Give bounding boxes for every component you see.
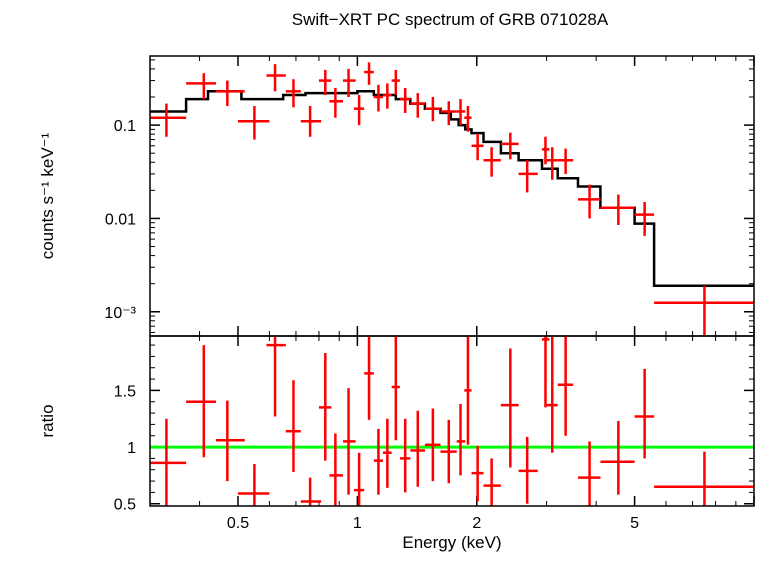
spectrum-y-tick-labels: 0.1 0.01 10⁻³ xyxy=(104,118,136,322)
ratio-point xyxy=(382,418,392,488)
ratio-point xyxy=(150,418,187,506)
ratio-point xyxy=(557,336,574,436)
spectrum-point xyxy=(186,73,216,100)
ratio-point xyxy=(634,368,655,459)
ratio-point xyxy=(318,353,332,461)
spectrum-point xyxy=(464,106,472,132)
ratio-x-tick-label: 5 xyxy=(630,515,639,532)
ratio-point xyxy=(364,336,374,420)
ratio-x-tick-label: 2 xyxy=(472,515,481,532)
ratio-point xyxy=(578,441,601,506)
ratio-point xyxy=(541,336,550,408)
ratio-point xyxy=(186,345,216,458)
ratio-y-tick-label: 1 xyxy=(127,440,136,457)
spectrum-point xyxy=(483,147,501,177)
spectrum-point xyxy=(634,201,655,236)
spectrum-panel: 0.1 0.01 10⁻³ counts s⁻¹ keV⁻¹ xyxy=(38,55,755,337)
ratio-point xyxy=(410,410,425,487)
ratio-point xyxy=(500,348,519,468)
ratio-point xyxy=(483,458,501,506)
spectrum-point xyxy=(578,184,601,219)
ratio-point xyxy=(600,421,635,495)
spectrum-point xyxy=(557,148,574,174)
ratio-point xyxy=(391,336,400,441)
spectrum-y-tick-label: 0.1 xyxy=(114,118,136,135)
spectrum-point xyxy=(353,95,365,126)
spectrum-point xyxy=(424,97,441,122)
ratio-y-axis-label: ratio xyxy=(38,404,57,437)
spectrum-y-tick-label: 0.01 xyxy=(105,211,136,228)
ratio-point xyxy=(399,418,411,493)
spectrum-point xyxy=(500,132,519,160)
model-step-line xyxy=(150,90,754,288)
ratio-point xyxy=(353,452,365,506)
chart-title: Swift−XRT PC spectrum of GRB 071028A xyxy=(292,10,609,29)
spectrum-point xyxy=(300,106,322,137)
spectrum-point xyxy=(391,69,400,96)
spectrum-point xyxy=(150,103,187,137)
spectrum-point xyxy=(518,160,538,193)
ratio-data-points xyxy=(150,336,754,506)
ratio-point xyxy=(215,400,245,482)
x-axis-label: Energy (keV) xyxy=(402,533,501,552)
spectrum-point xyxy=(329,87,344,118)
ratio-point xyxy=(285,380,301,472)
spectrum-point xyxy=(343,68,356,98)
spectrum-point xyxy=(546,147,558,180)
spectrum-point xyxy=(410,93,425,118)
spectrum-point xyxy=(364,62,374,85)
spectrum-point xyxy=(654,285,754,336)
spectrum-point xyxy=(440,101,457,126)
ratio-point xyxy=(373,428,383,495)
ratio-point xyxy=(518,436,538,504)
spectrum-point xyxy=(600,194,635,226)
spectrum-y-tick-label: 10⁻³ xyxy=(104,305,136,322)
spectrum-point xyxy=(456,99,466,126)
ratio-point xyxy=(237,464,270,506)
spectrum-point xyxy=(471,133,484,161)
ratio-point xyxy=(343,388,356,495)
ratio-point xyxy=(654,451,754,506)
ratio-x-tick-label: 0.5 xyxy=(227,515,249,532)
ratio-panel: 0.5 1 1.5 0.5 1 2 5 ratio Energy (keV) xyxy=(38,335,755,552)
spectrum-point xyxy=(285,79,301,108)
spectrum-point xyxy=(399,87,411,113)
ratio-point xyxy=(456,404,466,476)
spectrum-point xyxy=(382,83,392,109)
ratio-point xyxy=(464,336,472,445)
ratio-y-tick-labels: 0.5 1 1.5 xyxy=(114,383,136,513)
ratio-x-tick-label: 1 xyxy=(353,515,362,532)
ratio-point xyxy=(440,419,457,484)
spectrum-point xyxy=(318,69,332,96)
ratio-point xyxy=(424,408,441,482)
spectrum-point xyxy=(237,106,270,140)
ratio-point xyxy=(471,445,484,502)
spectrum-point xyxy=(541,136,550,165)
spectrum-point xyxy=(215,80,245,107)
ratio-y-tick-label: 0.5 xyxy=(114,497,136,514)
ratio-point xyxy=(329,433,344,506)
ratio-point xyxy=(300,477,322,506)
spectrum-ticks xyxy=(149,56,755,336)
ratio-y-tick-label: 1.5 xyxy=(114,383,136,400)
ratio-point xyxy=(546,336,558,453)
spectrum-point xyxy=(266,64,286,92)
model-step-path xyxy=(150,90,754,288)
ratio-panel-frame xyxy=(149,335,755,507)
ratio-x-tick-labels: 0.5 1 2 5 xyxy=(227,515,639,532)
ratio-point xyxy=(266,336,286,417)
spectrum-point xyxy=(373,84,383,112)
spectrum-y-axis-label: counts s⁻¹ keV⁻¹ xyxy=(38,132,57,259)
spectrum-data-points xyxy=(150,62,754,336)
